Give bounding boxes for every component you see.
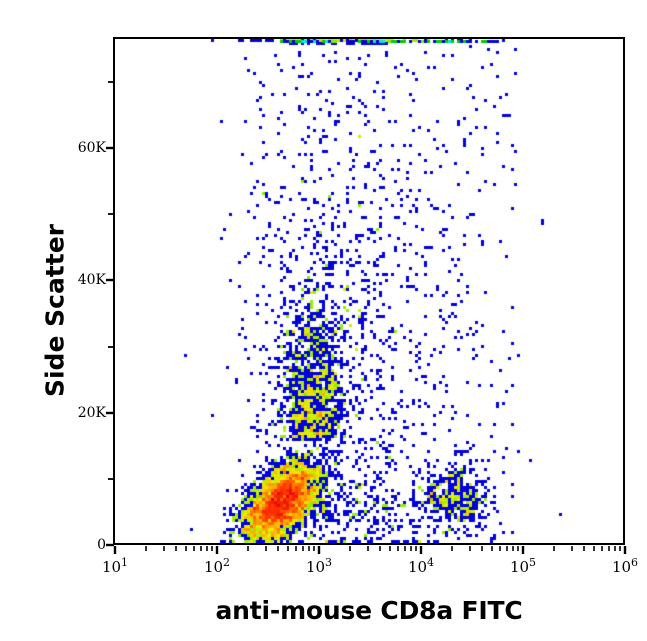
y-tick-label-20K: 20K [77,404,106,421]
x-tick-label-10e4: 104 [407,556,435,576]
y-tick-label-60K: 60K [77,140,106,157]
x-tick-label-10e2: 102 [203,556,231,576]
x-tick-label-10e3: 103 [305,556,333,576]
x-axis-title: anti-mouse CD8a FITC [215,596,523,625]
y-tick-labels: 0 20K 40K 60K [58,0,106,641]
y-tick-label-40K: 40K [77,272,106,289]
y-tick-label-0: 0 [97,537,106,553]
x-tick-label-10e1: 101 [101,556,129,576]
x-tick-label-10e6: 106 [611,556,639,576]
x-tick-label-10e5: 105 [509,556,537,576]
plot-area [113,37,625,545]
y-axis-title: Side Scatter [40,224,70,398]
scatter-canvas [115,39,623,543]
